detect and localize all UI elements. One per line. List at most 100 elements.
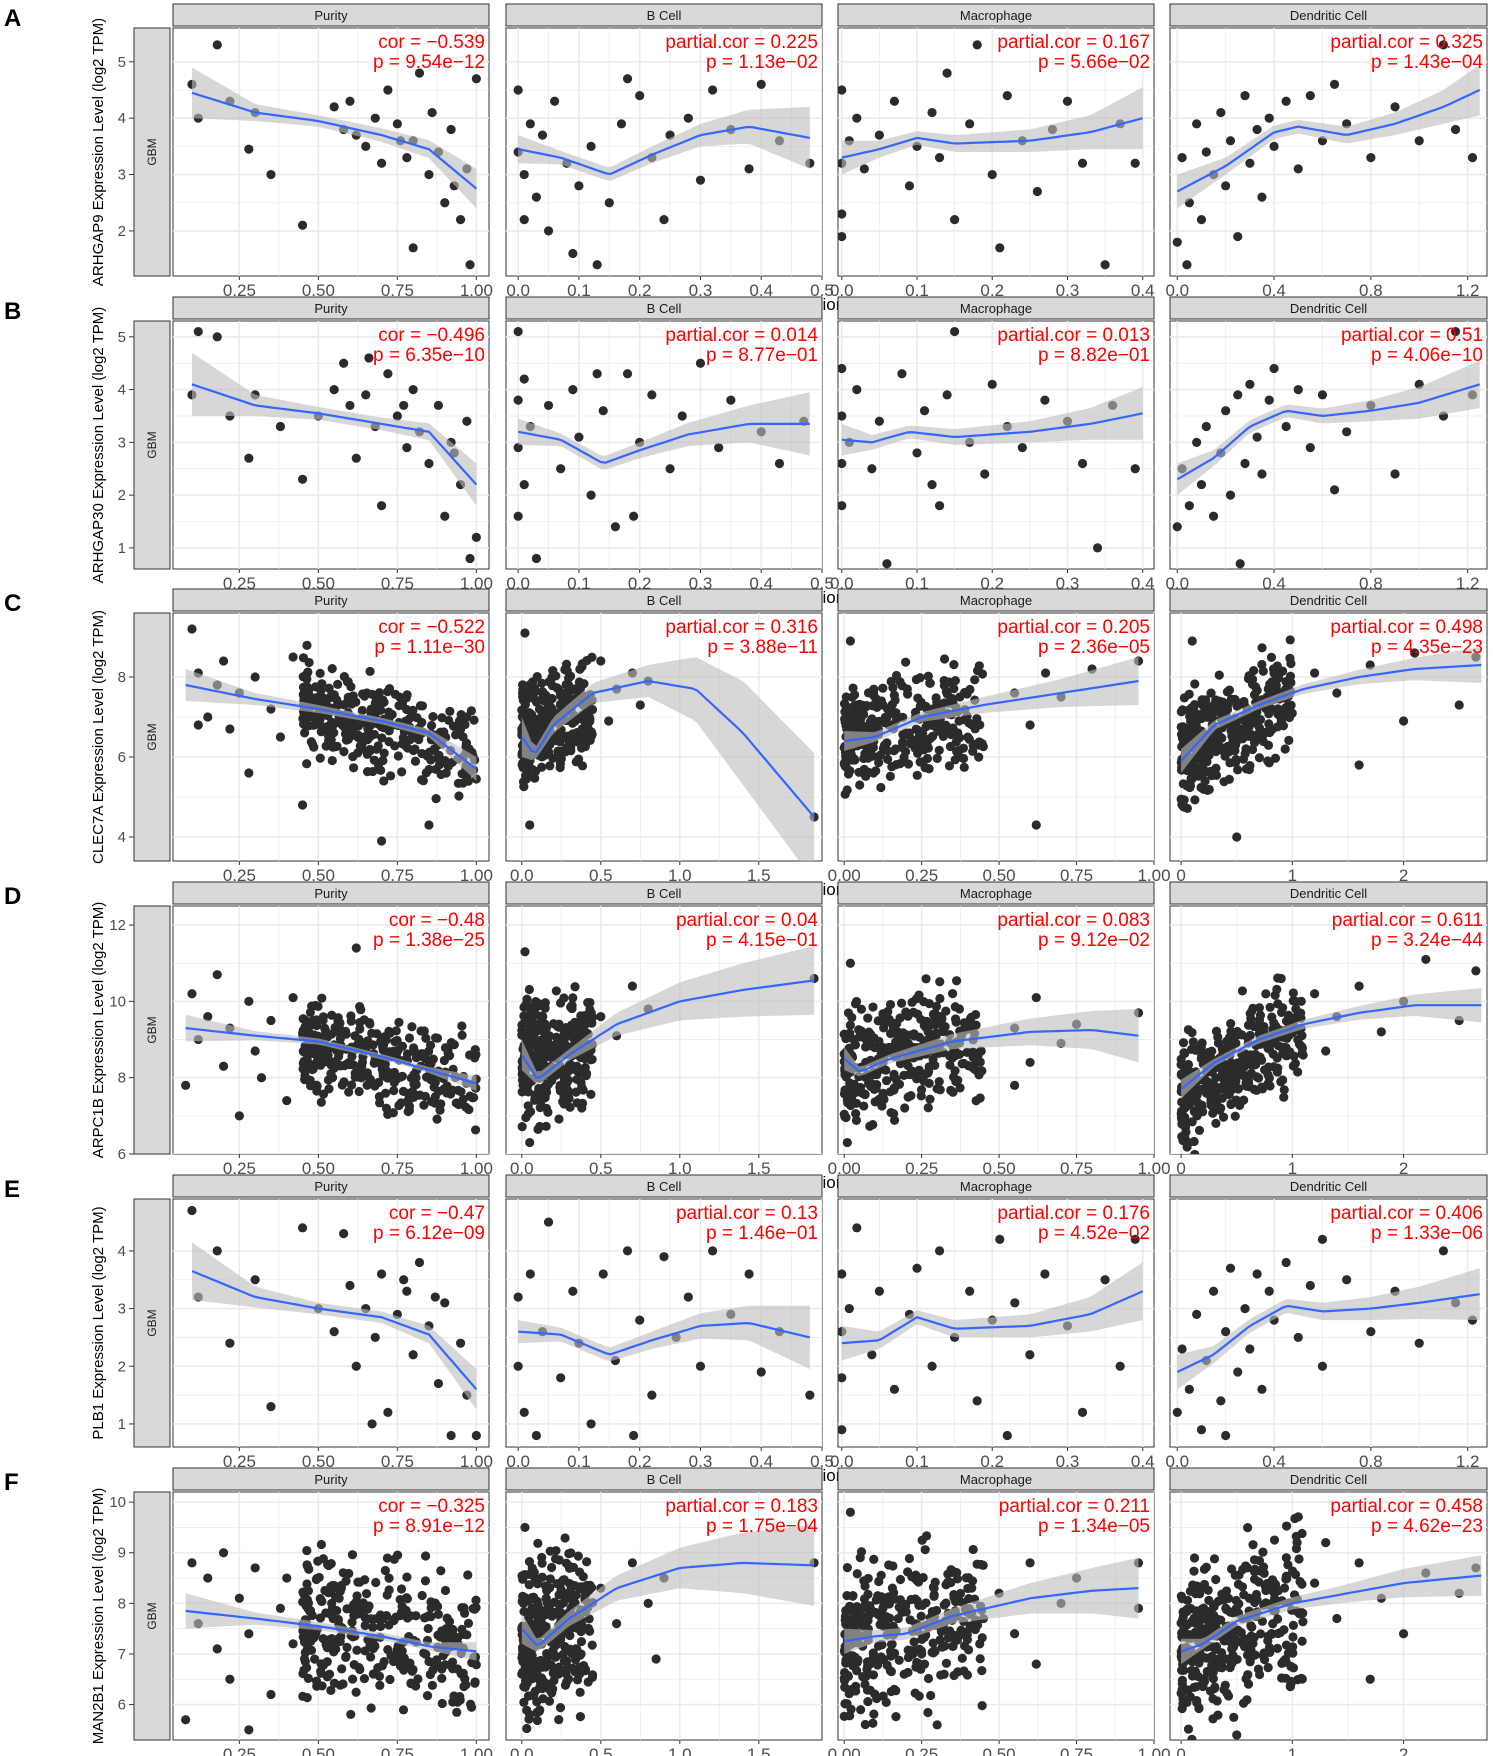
data-point	[954, 733, 965, 743]
data-point	[383, 85, 393, 95]
data-point	[306, 737, 316, 747]
data-point	[1278, 1042, 1288, 1052]
data-point	[1285, 671, 1296, 681]
x-tick-label: 0.0	[510, 1159, 534, 1178]
data-point	[1240, 458, 1250, 469]
data-point	[839, 1673, 849, 1683]
data-point	[1002, 1430, 1012, 1441]
data-point	[1252, 432, 1262, 442]
data-point	[899, 1070, 909, 1080]
data-point	[435, 1105, 445, 1115]
data-point	[530, 773, 540, 783]
confidence-band	[185, 669, 477, 781]
data-point	[355, 1664, 365, 1675]
data-point	[513, 511, 523, 521]
confidence-band	[521, 946, 815, 1085]
data-point	[1172, 1407, 1182, 1417]
data-point	[327, 1073, 338, 1083]
data-point	[1002, 91, 1012, 101]
data-point	[376, 836, 387, 846]
data-point	[913, 748, 923, 758]
data-point	[399, 400, 409, 411]
data-point	[1244, 731, 1254, 741]
data-point	[1237, 986, 1248, 996]
x-tick-label: 0.8	[1359, 574, 1383, 593]
facet-strip	[172, 881, 490, 905]
data-point	[366, 1703, 376, 1713]
data-point	[301, 1016, 311, 1026]
data-point	[1040, 1269, 1050, 1279]
data-point	[878, 683, 888, 693]
stat-correlation: partial.cor = 0.176	[997, 1203, 1150, 1224]
data-point	[414, 735, 424, 745]
x-tick-label: 0.3	[689, 1452, 713, 1471]
data-point	[234, 1111, 244, 1121]
data-point	[1240, 91, 1250, 101]
plot-layer	[506, 1199, 822, 1447]
data-point	[321, 1640, 331, 1650]
x-tick-label: 1.0	[668, 1159, 692, 1178]
data-point	[1077, 458, 1088, 469]
data-point	[559, 993, 569, 1003]
data-point	[1450, 326, 1461, 337]
stat-correlation: partial.cor = 0.325	[1330, 32, 1483, 53]
data-point	[339, 1077, 349, 1087]
data-point	[1206, 1093, 1216, 1104]
data-point	[959, 1058, 969, 1069]
data-point	[537, 1558, 547, 1568]
data-point	[1272, 1053, 1282, 1063]
data-point	[635, 1315, 645, 1325]
data-point	[845, 1020, 855, 1030]
data-point	[568, 1562, 579, 1572]
data-point	[586, 1089, 596, 1100]
data-point	[977, 1701, 987, 1711]
data-point	[302, 674, 312, 684]
data-point	[845, 1601, 855, 1611]
data-point	[414, 1257, 425, 1268]
data-point	[1354, 981, 1364, 991]
data-point	[566, 746, 576, 756]
data-point	[537, 762, 547, 772]
data-point	[883, 1006, 893, 1017]
data-point	[517, 1025, 527, 1035]
data-point	[935, 1635, 945, 1645]
data-point	[959, 762, 969, 772]
data-point	[319, 722, 330, 732]
data-point	[887, 1583, 897, 1593]
data-point	[845, 1028, 855, 1038]
x-tick-label: 0.4	[749, 574, 773, 593]
data-point	[1257, 659, 1267, 670]
data-point	[317, 1596, 327, 1606]
y-tick-label: 7	[118, 1646, 126, 1663]
data-point	[555, 1703, 566, 1713]
data-point	[399, 1606, 409, 1616]
x-tick-label: 0.5	[589, 866, 613, 885]
data-point	[320, 1025, 331, 1036]
data-point	[1438, 40, 1449, 50]
data-point	[863, 1589, 873, 1599]
data-point	[1040, 668, 1051, 678]
data-point	[379, 748, 389, 758]
data-point	[1233, 765, 1243, 775]
chart-row-A: A ARHGAP9 Expression Level (log2 TPM) GBM 2…	[4, 3, 1488, 314]
data-point	[918, 1073, 928, 1083]
stat-correlation: partial.cor = 0.611	[1332, 910, 1483, 931]
data-point	[352, 1645, 362, 1655]
confidence-band	[1177, 64, 1480, 209]
data-point	[305, 1075, 315, 1085]
data-point	[312, 1573, 322, 1584]
data-point	[568, 993, 578, 1003]
data-point	[1207, 1046, 1217, 1056]
data-point	[1062, 96, 1073, 106]
panel-letter: B	[4, 298, 21, 325]
facet-title: Dendritic Cell	[1290, 886, 1367, 901]
stat-pvalue: p = 8.91e−12	[373, 1516, 485, 1537]
scatter-panel: B Cell partial.cor = 0.04p = 4.15e−01 0.0 0…	[505, 881, 823, 1178]
x-tick-label: 0.4	[1262, 574, 1286, 593]
data-point	[376, 501, 387, 511]
fit-line	[185, 683, 478, 770]
data-point	[568, 1286, 578, 1296]
data-point	[571, 757, 581, 767]
data-point	[376, 1269, 387, 1279]
